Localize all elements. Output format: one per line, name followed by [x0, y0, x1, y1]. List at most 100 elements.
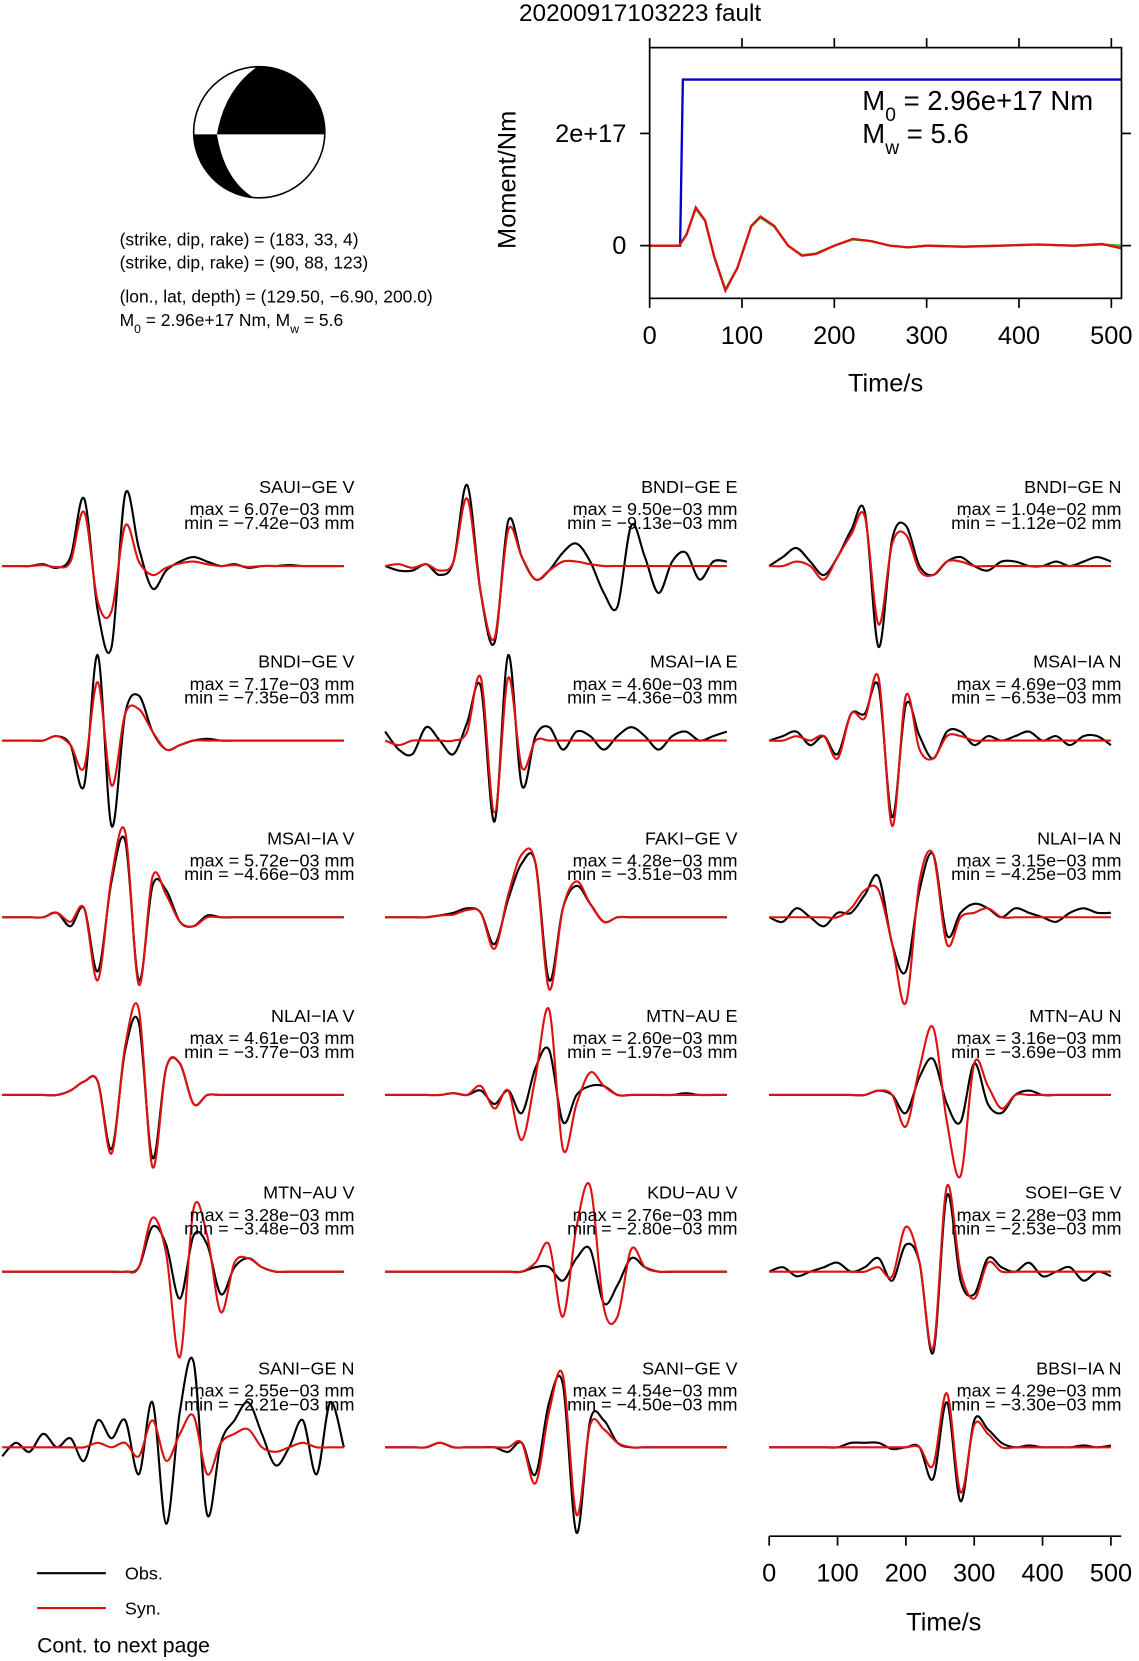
- min-label: min = −4.50e−03 mm: [567, 1394, 737, 1414]
- synthetic-trace: [2, 681, 344, 787]
- min-label: min = −1.97e−03 mm: [567, 1042, 737, 1062]
- synthetic-trace: [769, 1025, 1111, 1179]
- mechanism-line: (lon., lat, depth) = (129.50, −6.90, 200…: [120, 287, 433, 307]
- subscript: w: [289, 322, 299, 336]
- y-axis-label: Moment/Nm: [493, 111, 521, 249]
- observed-trace: [385, 1245, 727, 1306]
- text-part: M: [862, 85, 885, 116]
- min-label: min = −4.66e−03 mm: [184, 864, 354, 884]
- observed-trace: [384, 654, 728, 823]
- synthetic-trace: [2, 1002, 344, 1169]
- synthetic-trace: [2, 1413, 344, 1476]
- subscript: w: [884, 137, 899, 158]
- max-label: max = 4.54e−03 mm: [573, 1381, 738, 1401]
- synthetic-trace: [769, 1392, 1111, 1494]
- x-tick-label: 200: [885, 1560, 927, 1588]
- text-part: (strike, dip, rake) = (183, 33, 4): [120, 229, 359, 249]
- synthetic-trace: [2, 826, 344, 986]
- station-label: BBSI−IA N: [1036, 1358, 1121, 1378]
- mechanism-line: M0 = 2.96e+17 Nm, Mw = 5.6: [120, 310, 344, 336]
- station-label: MSAI−IA E: [650, 652, 737, 672]
- max-label: max = 9.50e−03 mm: [573, 499, 738, 519]
- text-part: = 5.6: [299, 310, 343, 330]
- compression-quadrant: [216, 66, 325, 135]
- subscript: 0: [885, 105, 896, 126]
- station-label: BNDI−GE V: [258, 652, 354, 672]
- x-tick-label: 300: [905, 322, 947, 350]
- min-label: min = −6.53e−03 mm: [951, 688, 1121, 708]
- max-label: max = 3.28e−03 mm: [190, 1205, 355, 1225]
- text-part: M: [120, 310, 135, 330]
- station-label: FAKI−GE V: [645, 828, 737, 848]
- min-label: min = −3.30e−03 mm: [951, 1394, 1121, 1414]
- station-label: BNDI−GE N: [1024, 477, 1121, 497]
- x-tick-label: 500: [1090, 1560, 1132, 1588]
- synthetic-trace: [769, 849, 1111, 1006]
- max-label: max = 7.17e−03 mm: [190, 674, 355, 694]
- max-label: max = 2.60e−03 mm: [573, 1028, 738, 1048]
- synthetic-trace: [769, 511, 1111, 626]
- min-label: min = −2.21e−03 mm: [184, 1394, 354, 1414]
- max-label: max = 5.72e−03 mm: [190, 850, 355, 870]
- synthetic-trace: [385, 1006, 727, 1154]
- y-tick-label: 2e+17: [555, 120, 626, 148]
- min-label: min = −3.69e−03 mm: [951, 1042, 1121, 1062]
- min-label: min = −3.51e−03 mm: [567, 864, 737, 884]
- beachball: [192, 65, 326, 199]
- min-label: min = −4.36e−03 mm: [567, 688, 737, 708]
- synthetic-trace: [384, 497, 727, 641]
- moment-annotation: Mw = 5.6: [862, 118, 968, 158]
- max-label: max = 2.28e−03 mm: [957, 1205, 1122, 1225]
- synthetic-trace: [2, 1200, 344, 1359]
- subscript: 0: [134, 322, 141, 336]
- min-label: min = −7.35e−03 mm: [184, 688, 354, 708]
- text-part: M: [862, 118, 885, 149]
- synthetic-trace: [385, 1182, 727, 1325]
- x-tick-label: 500: [1090, 322, 1132, 350]
- synthetic-trace: [384, 674, 727, 814]
- x-tick-label: 0: [762, 1560, 776, 1588]
- station-label: KDU−AU V: [647, 1183, 737, 1203]
- max-label: max = 4.29e−03 mm: [957, 1381, 1122, 1401]
- mechanism-line: (strike, dip, rake) = (90, 88, 123): [120, 253, 369, 273]
- x-tick-label: 300: [953, 1560, 995, 1588]
- station-label: MSAI−IA N: [1033, 652, 1121, 672]
- footer-note: Cont. to next page: [37, 1635, 210, 1658]
- max-label: max = 2.55e−03 mm: [190, 1381, 355, 1401]
- legend-label: Obs.: [125, 1564, 163, 1584]
- min-label: min = −3.48e−03 mm: [184, 1219, 354, 1239]
- synthetic-trace: [385, 1369, 727, 1516]
- station-label: BNDI−GE E: [641, 477, 737, 497]
- moment-line: [649, 204, 1122, 294]
- synthetic-trace: [769, 673, 1111, 828]
- x-axis-label: Time/s: [848, 369, 923, 397]
- x-tick-label: 400: [1021, 1560, 1063, 1588]
- legend-label: Syn.: [125, 1598, 161, 1618]
- text-part: = 5.6: [899, 118, 969, 149]
- max-label: max = 4.69e−03 mm: [957, 674, 1122, 694]
- max-label: max = 4.60e−03 mm: [573, 674, 738, 694]
- max-label: max = 2.76e−03 mm: [573, 1205, 738, 1225]
- max-label: max = 6.07e−03 mm: [190, 499, 355, 519]
- x-axis-label: Time/s: [906, 1608, 981, 1636]
- text-part: = 2.96e+17 Nm, M: [141, 310, 290, 330]
- synthetic-trace: [2, 510, 344, 620]
- station-label: NLAI−IA V: [271, 1006, 354, 1026]
- moment-annotation: M0 = 2.96e+17 Nm: [862, 85, 1093, 125]
- station-label: SANI−GE N: [258, 1358, 354, 1378]
- min-label: min = −1.12e−02 mm: [951, 513, 1121, 533]
